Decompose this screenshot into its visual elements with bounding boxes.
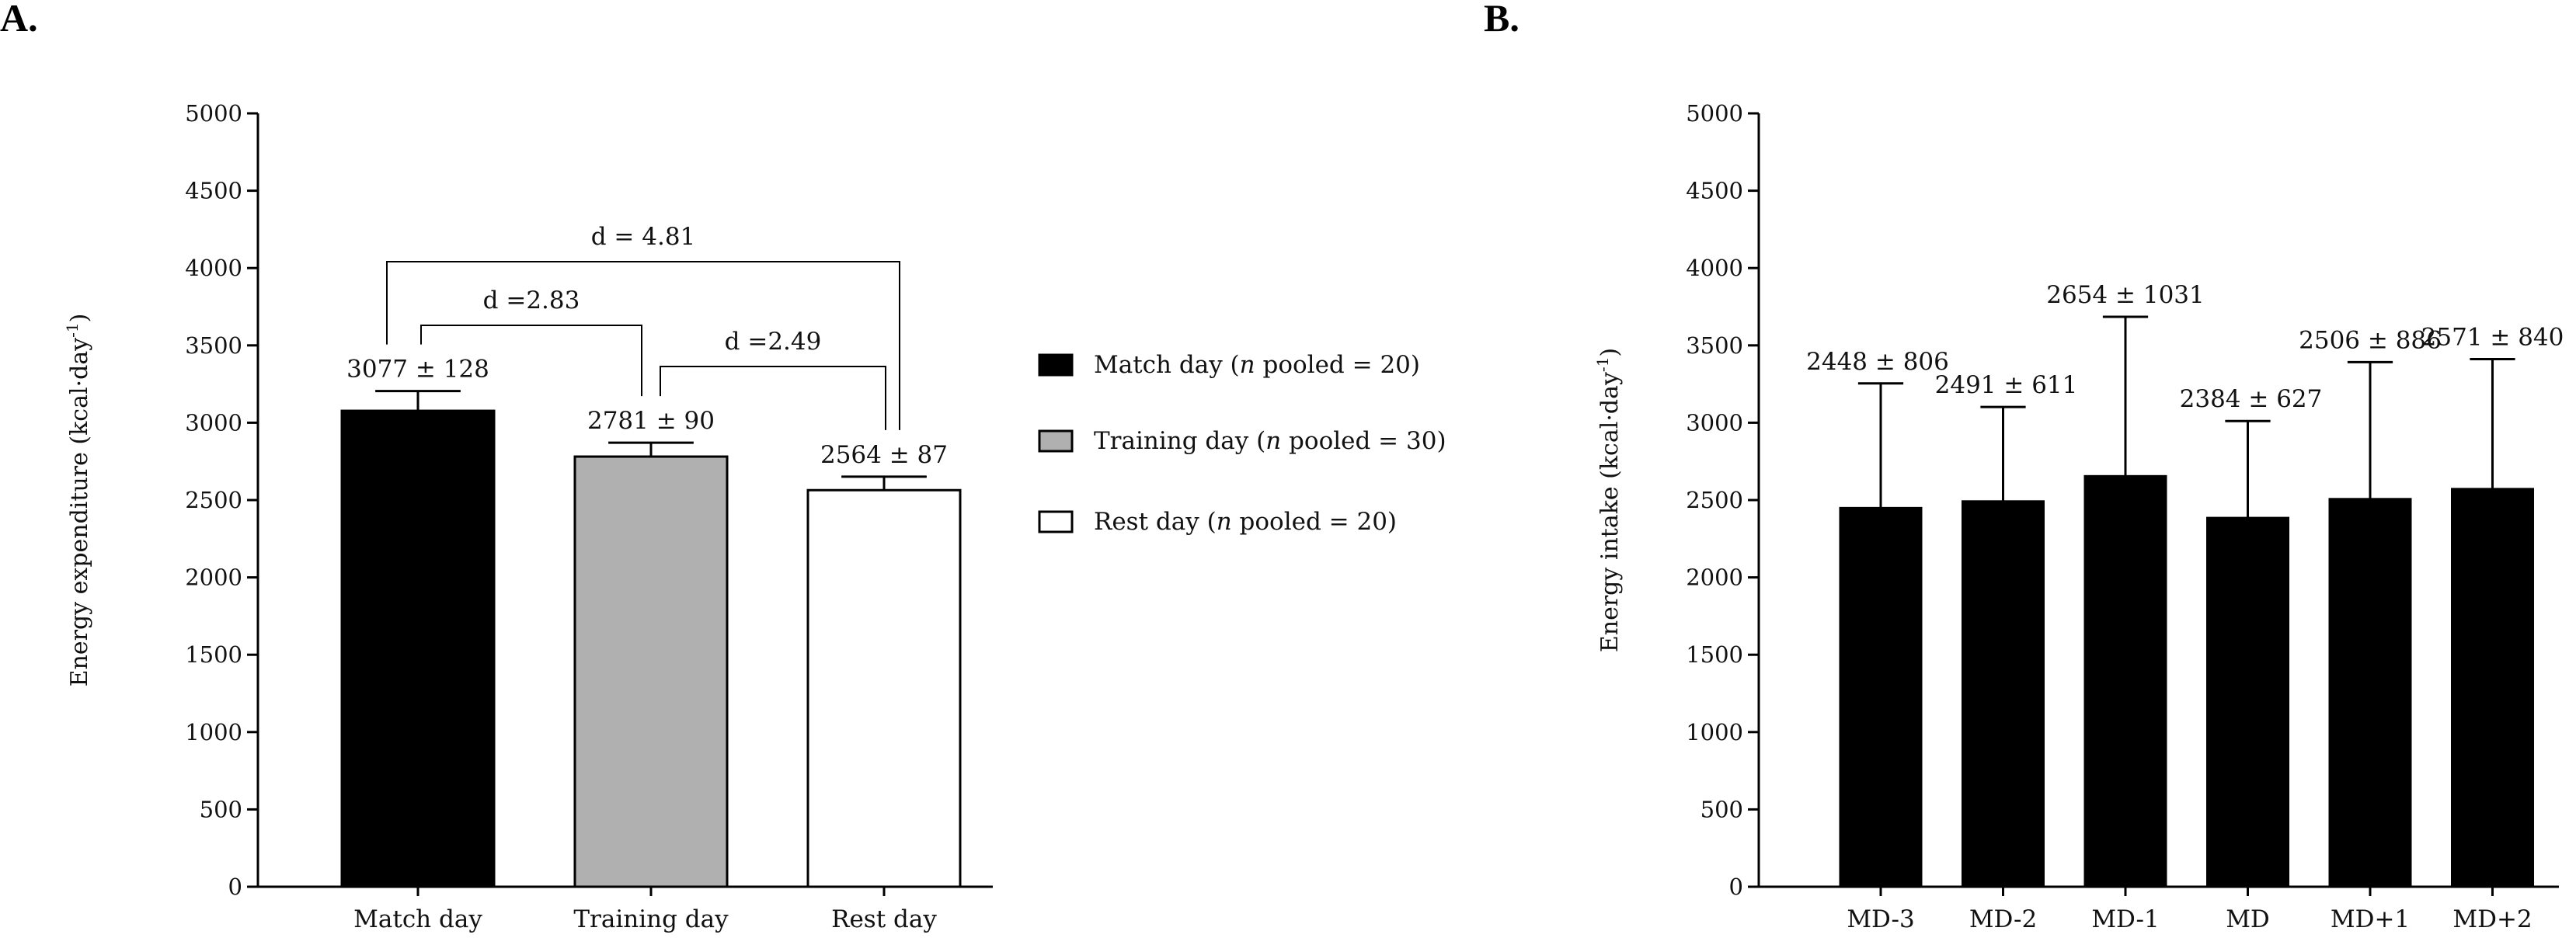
comparison-label: d =2.83 [483,287,580,314]
y-tick-label: 3000 [185,409,242,436]
y-tick-label: 3500 [185,332,242,359]
y-tick-label: 0 [1729,874,1743,900]
x-tick-label: Match day [353,905,482,933]
y-tick-label: 500 [200,796,242,822]
x-tick-label: Rest day [831,905,937,933]
bar [2083,474,2167,888]
y-tick-label: 1500 [1686,641,1743,668]
bar [340,409,496,888]
data-label: 2571 ± 840 [2421,324,2564,352]
x-tick-label: Training day [573,905,729,933]
legend-swatch [1038,429,1074,453]
data-label: 2384 ± 627 [2180,385,2323,413]
x-tick-label: MD-2 [1969,905,2037,933]
legend-swatch [1038,353,1074,377]
y-axis-label: Energy expenditure (kcal·day-1) [63,314,93,687]
comparison-bracket [660,366,886,430]
x-tick-label: MD+1 [2331,905,2410,933]
data-label: 2448 ± 806 [1806,348,1949,376]
data-label: 2491 ± 611 [1935,371,2078,399]
bar [2451,488,2534,888]
y-tick-label: 1000 [185,719,242,745]
y-tick-label: 1500 [185,641,242,668]
data-label: 2781 ± 90 [587,407,715,435]
bar [1962,500,2045,888]
y-tick-label: 4000 [1686,255,1743,281]
y-tick-label: 2000 [1686,565,1743,591]
x-tick-label: MD-1 [2091,905,2159,933]
legend-label: Rest day (n pooled = 20) [1094,508,1397,536]
panel-a-label: A. [0,0,38,40]
data-label: 3077 ± 128 [346,356,489,384]
comparison-label: d = 4.81 [591,223,696,251]
y-tick-label: 5000 [185,100,242,127]
legend-label: Training day (n pooled = 30) [1094,427,1446,455]
y-tick-label: 4500 [1686,178,1743,204]
data-label: 2654 ± 1031 [2046,281,2204,309]
bar [2328,498,2412,888]
data-label: 2564 ± 87 [820,441,948,469]
y-tick-label: 2500 [1686,487,1743,513]
y-tick-label: 5000 [1686,100,1743,127]
chart-energy-expenditure: 0 500 1000 1500 2000 2500 3000 3500 4000 4500 5000… [63,100,1446,933]
y-tick-label: 4500 [185,178,242,204]
comparison-bracket [420,325,642,397]
y-tick-label: 2500 [185,487,242,513]
comparison-bracket [386,261,900,430]
y-tick-label: 3000 [1686,409,1743,436]
bar [2206,516,2289,888]
chart-energy-intake: 0 500 1000 1500 2000 2500 3000 3500 4000 4500 5000… [1593,100,2564,933]
panel-b-label: B. [1484,0,1519,40]
x-tick-label: MD+2 [2452,905,2532,933]
y-tick-label: 2000 [185,565,242,591]
y-tick-label: 1000 [1686,719,1743,745]
y-tick-label: 4000 [185,255,242,281]
x-tick-label: MD-3 [1847,905,1914,933]
y-tick-label: 0 [228,874,242,900]
legend-swatch [1038,510,1074,533]
bar [1839,506,1923,888]
y-tick-label: 500 [1701,796,1743,822]
bar [806,488,962,888]
comparison-label: d =2.49 [725,328,822,356]
legend-label: Match day (n pooled = 20) [1094,351,1420,379]
y-tick-label: 3500 [1686,332,1743,359]
x-tick-label: MD [2226,905,2270,933]
y-axis-label: Energy intake (kcal·day-1) [1593,348,1624,652]
data-label: 2506 ± 886 [2299,326,2442,354]
bar [573,455,729,888]
